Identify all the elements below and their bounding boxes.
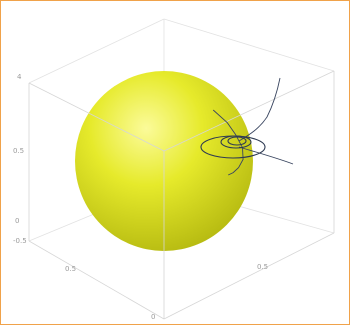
bounding-box-front — [28, 70, 335, 320]
box-edge — [28, 240, 165, 320]
x-tick-label: 0 — [151, 313, 155, 321]
trajectory-tail — [238, 146, 294, 165]
box-edge — [28, 82, 165, 152]
z-tick-label: 0.5 — [13, 147, 24, 155]
z-tick-label: -0.5 — [13, 237, 27, 245]
tick-labels: 4 0.5 0 -0.5 0.5 0 0.5 — [13, 73, 268, 321]
trajectory-lead — [238, 77, 281, 142]
trajectory — [212, 77, 294, 176]
z-tick-label: 4 — [17, 73, 22, 81]
box-edge — [163, 232, 335, 320]
trajectory-loops — [200, 135, 266, 159]
box-edge — [163, 18, 335, 72]
y-tick-label: 0.5 — [257, 263, 268, 271]
box-edge — [28, 18, 165, 84]
trajectory-line — [212, 109, 244, 176]
trajectory-loop — [220, 135, 252, 149]
trajectory-loop — [227, 136, 247, 146]
z-tick-label: 0 — [15, 217, 19, 225]
box-edge — [163, 70, 335, 152]
x-tick-label: 0.5 — [65, 265, 76, 273]
